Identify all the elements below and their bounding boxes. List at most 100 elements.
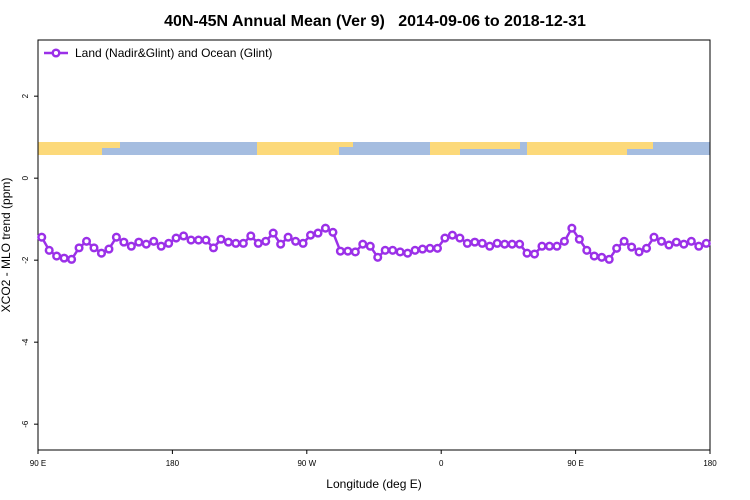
x-tick-label: 90 E [567,459,583,468]
x-tick-label: 180 [166,459,180,468]
data-point [291,236,301,246]
x-tick-label: 90 W [297,459,316,468]
data-point [544,241,555,251]
y-tick-label: 0 [21,175,30,180]
data-point [395,247,405,257]
data-point [403,248,413,258]
data-point [627,242,637,252]
data-point [589,251,599,261]
data-point [231,238,241,248]
data-point [313,228,323,238]
data-point [701,238,711,248]
data-point [619,236,629,246]
data-point [567,223,577,233]
data-point [328,227,338,237]
data-point [425,243,435,253]
data-point [649,232,659,242]
data-point [552,241,562,251]
y-tick-label: -2 [21,256,30,264]
data-point [492,238,502,248]
data-point [432,243,443,253]
data-point [485,241,495,251]
data-point [559,236,569,246]
data-point [522,248,532,258]
data-point [388,245,398,255]
data-point [365,241,375,251]
data-point [111,232,121,242]
data-point [119,237,129,247]
data-point [410,245,420,255]
data-point [470,237,480,247]
data-point [156,241,166,251]
data-point [305,230,316,240]
data-point [574,234,584,244]
data-point [298,238,308,248]
data-point [462,238,472,248]
map-strip [38,142,710,155]
data-point [201,235,211,245]
data-point [283,232,293,242]
data-point [612,243,622,253]
legend-marker [51,48,61,58]
data-point [193,235,204,245]
x-axis-label: Longitude (deg E) [326,477,421,491]
data-point [380,245,390,255]
chart-title: 40N-45N Annual Mean (Ver 9) 2014-09-06 t… [164,13,586,30]
data-point [686,236,696,246]
data-point [694,241,704,251]
data-point [455,233,465,243]
data-point [529,249,540,259]
data-point [664,240,674,250]
data-point [246,231,256,241]
data-point [440,233,450,243]
data-point [447,230,457,240]
data-point [515,239,525,249]
data-point [208,243,219,253]
data-point [641,243,652,253]
data-point [350,247,360,257]
data-point [149,236,159,246]
data-point [679,239,689,249]
data-point [81,236,92,246]
y-axis-label: XCO2 - MLO trend (ppm) [0,178,13,313]
data-point [186,235,196,245]
data-point [96,248,107,258]
data-point [268,228,278,238]
data-point [223,237,233,247]
data-point [141,239,151,249]
data-point [261,236,271,246]
data-point [171,233,181,243]
data-point [634,247,644,257]
x-tick-label: 90 E [30,459,46,468]
data-point [134,237,144,247]
data-point [74,243,84,253]
data-point [417,244,428,254]
data-point [320,223,331,233]
data-point [582,245,592,255]
data-point [656,236,667,246]
data-point [59,253,69,263]
data-point [597,252,607,262]
x-tick-label: 0 [439,459,444,468]
data-point [104,244,114,254]
data-point [216,234,226,244]
data-point [477,238,487,248]
data-point [164,238,174,248]
y-tick-label: -6 [21,420,30,428]
data-point [671,237,681,247]
data-point [238,238,248,248]
data-point [52,251,62,261]
data-point [507,239,517,249]
data-point [335,246,345,256]
data-point [373,252,383,262]
data-point [67,254,77,264]
data-point [537,241,547,251]
y-tick-label: -4 [21,338,30,346]
data-point [44,245,54,255]
data-point [276,239,286,249]
data-point [253,238,263,248]
x-tick-label: 180 [703,459,717,468]
data-point [604,254,614,264]
data-point [500,239,510,249]
